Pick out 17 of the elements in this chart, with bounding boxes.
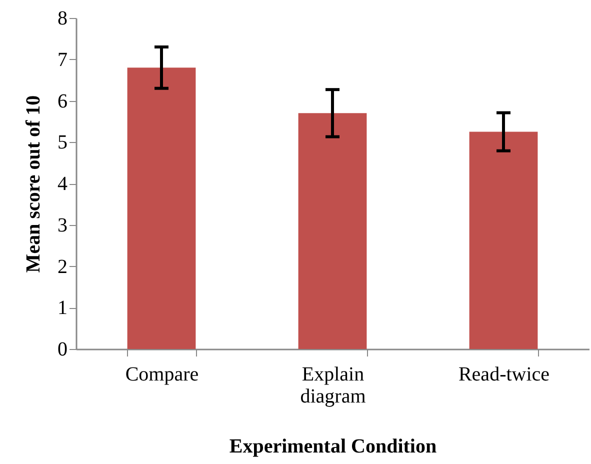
x-axis-title: Experimental Condition [229, 436, 437, 458]
bar [127, 68, 196, 349]
y-tick-label: 0 [58, 338, 68, 360]
y-tick-label: 6 [58, 90, 68, 112]
x-tick-label: Compare [125, 364, 199, 386]
bar [298, 113, 367, 349]
x-tick-label: Explain diagram [300, 364, 366, 408]
y-tick-label: 4 [58, 173, 68, 195]
x-tick-label: Read-twice [458, 364, 550, 386]
y-tick-label: 5 [58, 132, 68, 154]
y-tick-label: 7 [58, 48, 68, 71]
y-axis-title: Mean score out of 10 [22, 95, 44, 273]
bar [469, 132, 538, 349]
y-tick-label: 2 [58, 256, 68, 278]
y-tick-label: 3 [58, 214, 68, 236]
y-tick-label: 8 [58, 8, 68, 30]
y-tick-label: 1 [58, 297, 68, 320]
